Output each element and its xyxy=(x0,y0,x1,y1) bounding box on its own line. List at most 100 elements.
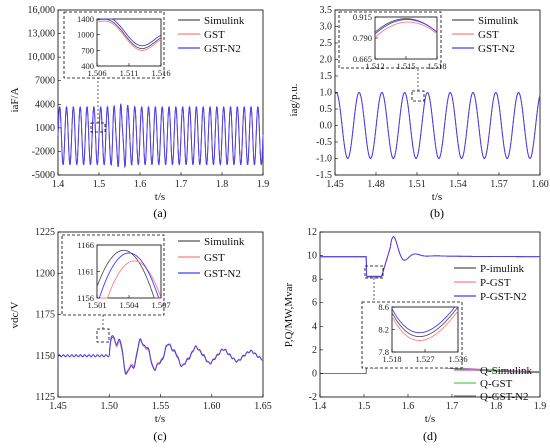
xtick-label: 1.48 xyxy=(367,179,385,190)
plot-b-inset-series xyxy=(374,18,438,38)
ytick-label: 0.915 xyxy=(353,12,372,22)
ytick-label: 1000 xyxy=(77,30,94,40)
xtick-label: 1.6 xyxy=(134,179,147,190)
xtick-label: 1.4 xyxy=(314,401,327,412)
inset-simulink xyxy=(96,249,161,299)
xtick-label: 1.4 xyxy=(52,179,65,190)
xtick-label: 1.512 xyxy=(365,61,384,71)
plot-b-legend: Simulink GST GST-N2 xyxy=(452,15,519,55)
series-gst-n2 xyxy=(334,91,541,160)
plot-d-caption: (d) xyxy=(423,429,437,443)
plot-a-frame xyxy=(57,9,264,176)
plot-c-xlabel: t/s xyxy=(155,413,165,425)
plot-a-inset-series xyxy=(96,18,162,51)
ytick-label: 1156 xyxy=(77,293,94,303)
plot-a-caption: (a) xyxy=(153,206,166,220)
panel-a: -5000 -2000 1000 4000 7000 10,000 13,000 16,000… xyxy=(9,5,269,220)
xtick-label: 1.45 xyxy=(49,401,67,412)
legend-entry: Q-Simulink xyxy=(480,365,532,377)
plot-c-xticks: 1.45 1.50 1.55 1.60 1.65 xyxy=(49,394,272,412)
plot-a-xticks: 1.4 1.5 1.6 1.7 1.8 1.9 xyxy=(52,172,270,190)
ytick-label: 3.5 xyxy=(320,5,333,16)
xtick-label: 1.55 xyxy=(152,401,170,412)
ytick-label: 16,000 xyxy=(28,5,56,16)
plot-b-ylabel: iag/p.u. xyxy=(288,83,300,116)
plot-b-caption: (b) xyxy=(430,206,444,220)
ytick-label: 4000 xyxy=(35,99,55,110)
plot-d-frame xyxy=(319,231,541,398)
ytick-label: 3.0 xyxy=(320,22,333,33)
ytick-label: -2 xyxy=(309,392,317,403)
inset-gst-n2 xyxy=(97,18,162,47)
legend-entry: GST xyxy=(478,29,499,41)
ytick-label: 0.665 xyxy=(353,54,372,64)
legend-entry: GST-N2 xyxy=(204,43,241,55)
plot-d-legend: P-imulink P-GST P-GST-N2 Q-SimulinkQ-GSTQ-G… xyxy=(454,263,532,403)
plot-a-ylabel: iaF/A xyxy=(9,87,21,112)
xtick-label: 1.51 xyxy=(408,179,426,190)
ytick-label: 0.790 xyxy=(353,33,372,43)
ytick-label: 1150 xyxy=(35,351,55,362)
ytick-label: 0.0 xyxy=(320,121,333,132)
xtick-label: 1.518 xyxy=(382,354,401,364)
series-gst-n2 xyxy=(57,103,264,169)
xtick-label: 1.57 xyxy=(490,179,508,190)
xtick-label: 1.9 xyxy=(257,179,270,190)
inset-simulink xyxy=(96,18,162,50)
xtick-label: 1.45 xyxy=(326,179,344,190)
ytick-label: 0 xyxy=(312,368,317,379)
legend-entry: GST-N2 xyxy=(204,268,241,280)
plot-d-inset-xticks: 1.518 1.527 1.536 xyxy=(382,349,468,364)
ytick-label: 8 xyxy=(312,274,317,285)
ytick-label: -0.5 xyxy=(316,137,332,148)
xtick-label: 1.501 xyxy=(87,300,106,310)
ytick-label: 6 xyxy=(312,298,317,309)
legend-entry: Simulink xyxy=(478,15,519,27)
xtick-label: 1.527 xyxy=(415,354,434,364)
series-gst xyxy=(334,92,541,159)
ytick-label: 700 xyxy=(81,45,94,55)
inset-gst xyxy=(96,20,162,51)
plot-a-legend: Simulink GST GST-N2 xyxy=(178,15,245,55)
plot-c-ylabel: vdc/V xyxy=(9,302,21,329)
plot-c-inset-series xyxy=(96,249,162,299)
plot-d-yticks: -2 0 2 4 6 8 10 12 xyxy=(307,227,323,403)
ytick-label: 1.0 xyxy=(320,88,333,99)
legend-entry: GST xyxy=(204,252,225,264)
xtick-label: 1.9 xyxy=(534,401,547,412)
plot-b-yticks: -1.5 -1.0 -0.5 0.0 0.5 1.0 1.5 2.0 2.5 3.0 3.5 xyxy=(316,5,338,181)
xtick-label: 1.60 xyxy=(203,401,221,412)
plot-d-xlabel: t/s xyxy=(425,413,435,425)
plot-b-xticks: 1.45 1.48 1.51 1.54 1.57 1.60 xyxy=(326,172,549,190)
ytick-label: 0.5 xyxy=(320,104,333,115)
panel-d: -2 0 2 4 6 8 10 12 1.4 1.5 1.6 1.7 1.8 1.9 P,Q/MW,Mv… xyxy=(283,227,546,443)
plot-b-series xyxy=(334,91,541,160)
inset-p-gst xyxy=(391,310,459,341)
ytick-label: 2.5 xyxy=(320,38,333,49)
legend-entry: Simulink xyxy=(204,236,245,248)
ytick-label: 2.0 xyxy=(320,55,333,66)
plot-c-legend: Simulink GST GST-N2 xyxy=(178,236,245,280)
ytick-label: 13,000 xyxy=(28,29,56,40)
ytick-label: 4 xyxy=(312,321,317,332)
series-simulink xyxy=(334,91,541,160)
legend-entry: Q-GST-N2 xyxy=(480,391,529,403)
ytick-label: 7000 xyxy=(35,76,55,87)
ytick-label: 1400 xyxy=(77,14,94,24)
plot-c-series xyxy=(57,335,264,375)
xtick-label: 1.506 xyxy=(87,68,106,78)
ytick-label: 2 xyxy=(312,345,317,356)
inset-p-gst-n2 xyxy=(391,306,458,334)
xtick-label: 1.8 xyxy=(490,401,503,412)
plot-c-inset-yticks: 1156 1161 1166 xyxy=(77,240,100,303)
plot-a-inset-yticks: 400 700 1000 1400 xyxy=(77,14,100,71)
xtick-label: 1.5 xyxy=(358,401,371,412)
plot-a-yticks: -5000 -2000 1000 4000 7000 10,000 13,000 16,000 xyxy=(28,5,61,181)
ytick-label: 12 xyxy=(307,227,317,238)
plot-b-inset-xticks: 1.512 1.515 1.518 xyxy=(365,56,447,71)
plot-d-xticks: 1.4 1.5 1.6 1.7 1.8 1.9 xyxy=(314,394,547,412)
plot-d-ylabel: P,Q/MW,Mvar xyxy=(283,282,295,347)
ytick-label: -1.0 xyxy=(316,154,332,165)
panel-b: -1.5 -1.0 -0.5 0.0 0.5 1.0 1.5 2.0 2.5 3.0 3.5 1.4… xyxy=(288,5,549,220)
